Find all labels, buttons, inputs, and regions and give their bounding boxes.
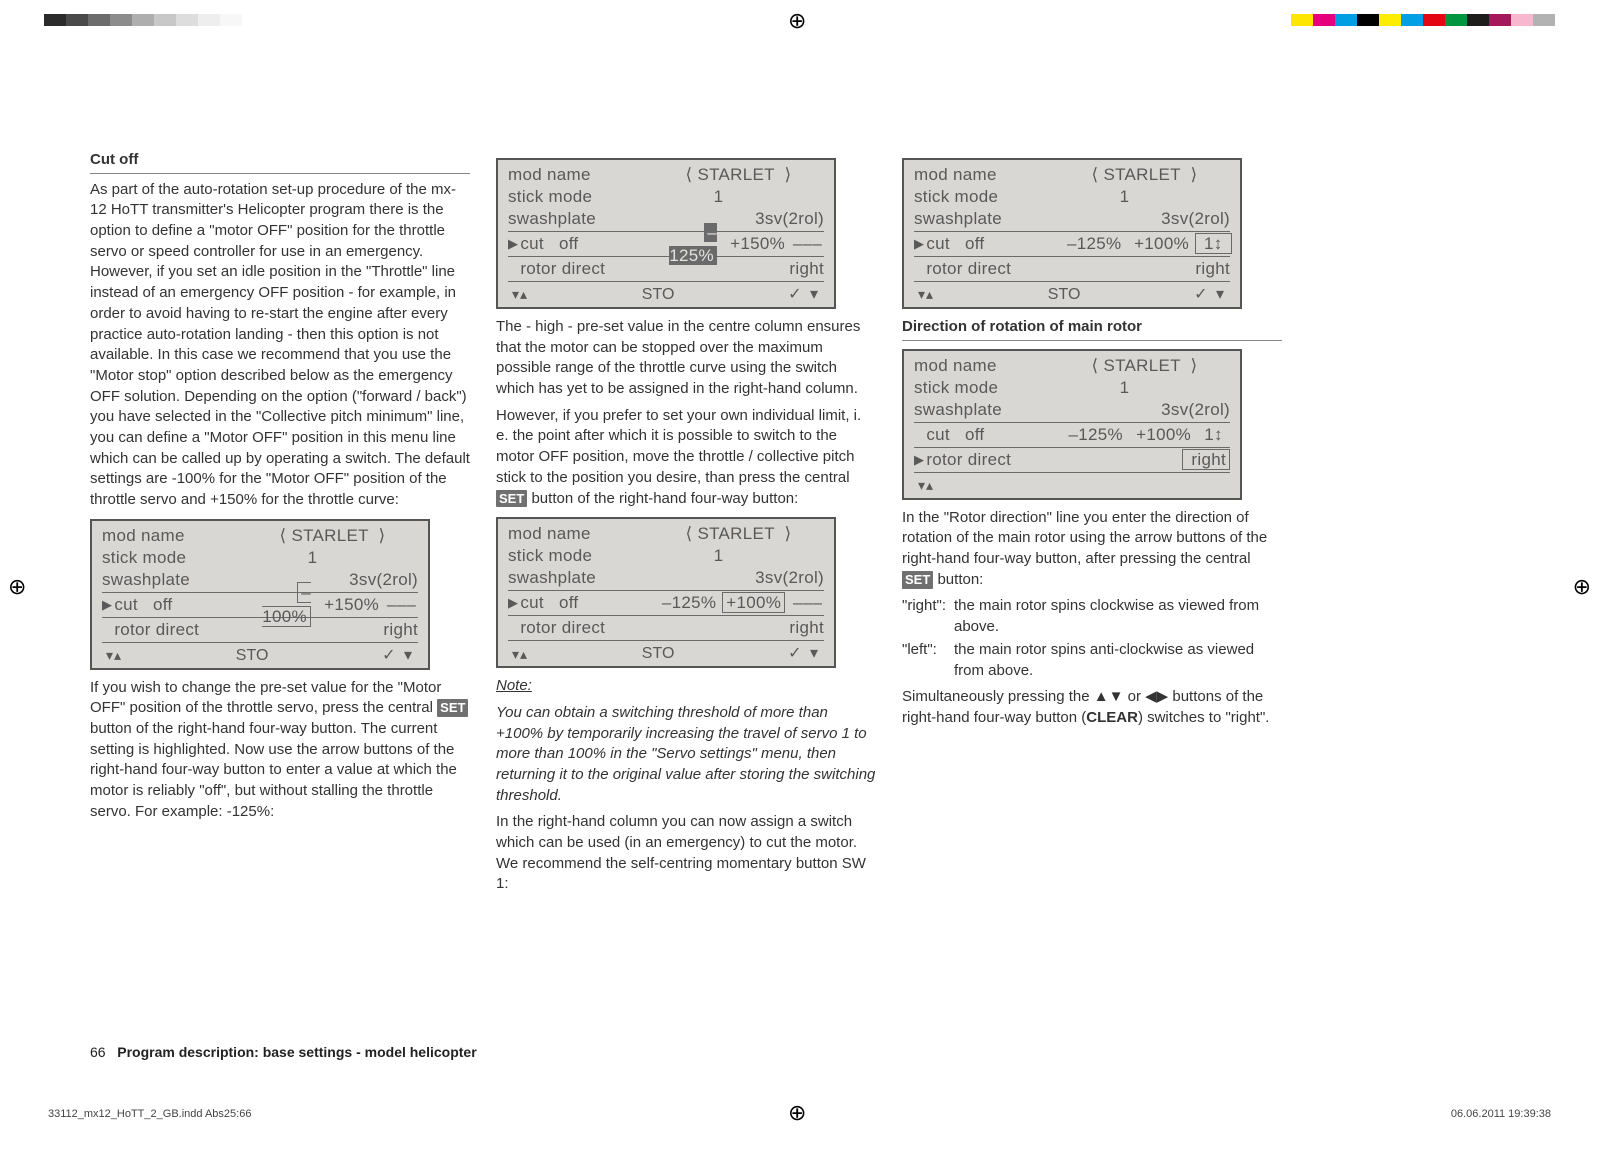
gray-calibration-bar (44, 14, 242, 26)
registration-mark-right: ⊕ (1573, 574, 1591, 600)
lcd-screen-4: mod name⟨ STARLET ⟩stick mode1swashplate… (902, 158, 1242, 309)
def-right: "right": the main rotor spins clockwise … (902, 596, 1282, 637)
col2-para-1: The - high - pre-set value in the centre… (496, 317, 876, 400)
cutoff-heading: Cut off (90, 150, 470, 174)
def-left: "left": the main rotor spins anti-clockw… (902, 640, 1282, 681)
registration-mark-bottom: ⊕ (788, 1100, 806, 1126)
set-badge: SET (437, 699, 468, 717)
column-1: Cut off As part of the auto-rotation set… (90, 150, 470, 901)
registration-mark-left: ⊕ (8, 574, 26, 600)
col3-para-1: In the "Rotor direction" line you enter … (902, 508, 1282, 591)
page: ⊕ ⊕ ⊕ ⊕ Cut off As part of the auto-rota… (0, 0, 1599, 1168)
column-3: mod name⟨ STARLET ⟩stick mode1swashplate… (902, 150, 1282, 901)
rotor-direction-heading: Direction of rotation of main rotor (902, 317, 1282, 341)
set-badge: SET (496, 490, 527, 508)
cutoff-para-2: If you wish to change the pre-set value … (90, 678, 470, 823)
print-footer-right: 06.06.2011 19:39:38 (1451, 1108, 1551, 1120)
page-footer: 66 Program description: base settings - … (90, 1044, 477, 1060)
col3-para-2: Simultaneously pressing the ▲▼ or ◀▶ but… (902, 687, 1282, 728)
lcd-screen-5: mod name⟨ STARLET ⟩stick mode1swashplate… (902, 349, 1242, 500)
note-body: You can obtain a switching threshold of … (496, 703, 876, 806)
color-calibration-bar (1291, 14, 1555, 26)
note-heading: Note: (496, 677, 532, 694)
col2-para-3: In the right-hand column you can now ass… (496, 812, 876, 895)
column-2: mod name⟨ STARLET ⟩stick mode1swashplate… (496, 150, 876, 901)
lcd-screen-1: mod name⟨ STARLET ⟩stick mode1swashplate… (90, 519, 430, 670)
lcd-screen-3: mod name⟨ STARLET ⟩stick mode1swashplate… (496, 517, 836, 668)
set-badge: SET (902, 571, 933, 589)
lcd-screen-2: mod name⟨ STARLET ⟩stick mode1swashplate… (496, 158, 836, 309)
cutoff-para-1: As part of the auto-rotation set-up proc… (90, 180, 470, 511)
registration-mark-top: ⊕ (788, 8, 806, 34)
print-footer-left: 33112_mx12_HoTT_2_GB.indd Abs25:66 (48, 1108, 251, 1120)
col2-para-2: However, if you prefer to set your own i… (496, 406, 876, 509)
content-area: Cut off As part of the auto-rotation set… (90, 150, 1510, 901)
